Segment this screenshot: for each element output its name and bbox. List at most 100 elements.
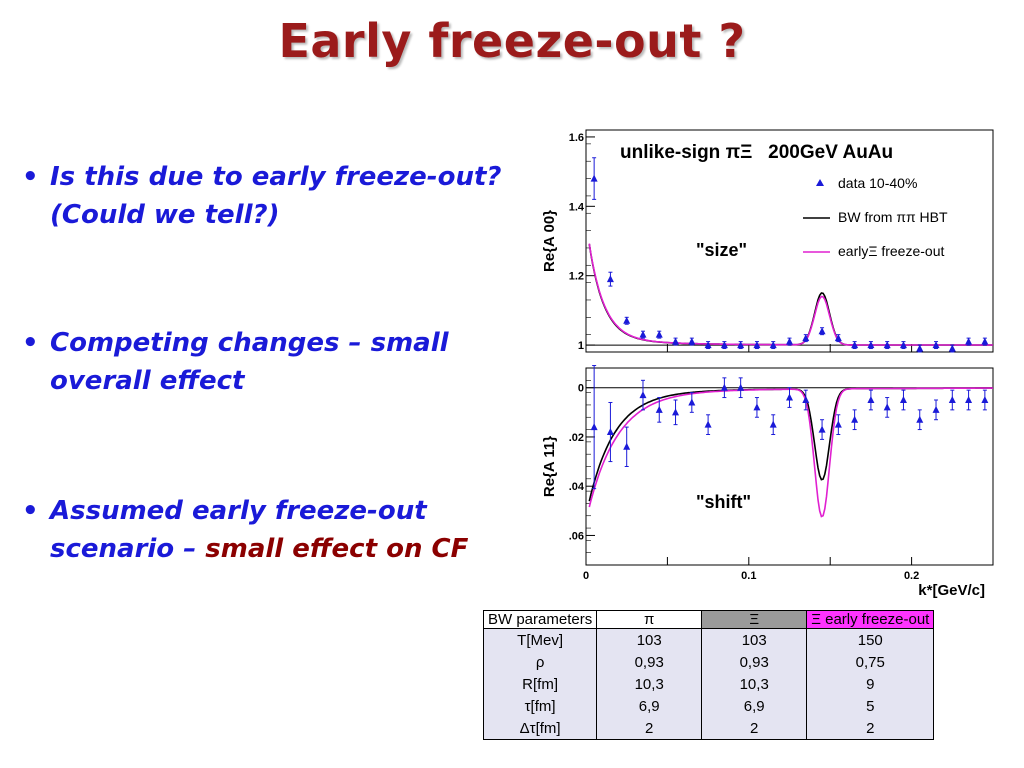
legend-title: unlike-sign πΞ 200GeV AuAu	[620, 142, 893, 163]
table-cell: τ[fm]	[482, 695, 598, 717]
data-point	[606, 428, 614, 436]
bullet-text: Assumed early freeze-out scenario – smal…	[50, 492, 520, 568]
table-cell: 2	[701, 717, 808, 740]
data-point	[655, 330, 663, 338]
data-point	[737, 383, 745, 391]
data-point	[802, 334, 810, 342]
y-tick-label: 1	[578, 340, 584, 352]
data-point	[932, 341, 940, 349]
data-point	[916, 344, 924, 352]
data-point	[948, 396, 956, 404]
data-point	[818, 425, 826, 433]
table-header-cell: BW parameters	[482, 610, 598, 629]
data-point	[720, 341, 728, 349]
data-point	[590, 174, 598, 182]
table-header-cell: Ξ	[701, 610, 808, 629]
x-tick-label: 0	[583, 570, 589, 582]
panel-frame	[585, 129, 994, 353]
table-header-cell: π	[596, 610, 703, 629]
table-cell: ρ	[482, 651, 598, 673]
table-cell: T[Mev]	[482, 628, 598, 651]
table-cell: 10,3	[701, 673, 808, 695]
table-cell: 6,9	[701, 695, 808, 717]
table-cell: 9	[806, 673, 935, 695]
x-axis-label: k*[GeV/c]	[918, 582, 985, 599]
y-tick-label: .04	[569, 481, 585, 493]
data-point	[965, 337, 973, 345]
panel-label: "size"	[696, 240, 747, 260]
table-row: ρ 0,93 0,93 0,75	[482, 651, 935, 673]
data-point	[818, 327, 826, 335]
table-cell: 6,9	[596, 695, 703, 717]
data-point	[786, 337, 793, 345]
data-point	[753, 403, 761, 411]
data-point	[737, 341, 745, 349]
y-tick-label: 1.6	[569, 132, 584, 144]
data-point	[720, 383, 728, 391]
table-cell: 0,93	[701, 651, 808, 673]
data-point	[639, 330, 647, 338]
table-cell: 2	[806, 717, 935, 740]
bullet-text-main: Assumed early freeze-out scenario –	[50, 496, 427, 564]
data-point	[981, 396, 989, 404]
y-axis-label: Re{A 11}	[541, 436, 558, 497]
table-cell: 0,75	[806, 651, 935, 673]
table-row: T[Mev] 103 103 150	[482, 628, 935, 651]
table-cell: 103	[701, 628, 808, 651]
y-tick-label: 1.4	[569, 201, 585, 213]
data-point	[965, 396, 973, 404]
bullet-marker: •	[22, 496, 39, 526]
table-cell: Δτ[fm]	[482, 717, 598, 740]
data-point	[688, 337, 696, 345]
data-point	[899, 396, 907, 404]
data-point	[769, 420, 777, 428]
y-axis-label: Re{A 00}	[541, 210, 558, 272]
legend-label-data: data 10-40%	[838, 175, 917, 191]
table-cell: 150	[806, 628, 935, 651]
data-point	[672, 337, 680, 345]
y-tick-label: 0	[578, 383, 584, 395]
table-cell: 103	[596, 628, 703, 651]
data-point	[769, 341, 777, 349]
data-point	[753, 341, 761, 349]
data-point	[948, 344, 956, 352]
legend-marker-data	[816, 179, 824, 186]
data-point	[834, 334, 842, 342]
data-point	[639, 391, 647, 399]
data-point	[851, 415, 859, 423]
data-point	[932, 405, 940, 413]
correlation-plot: 1 1.2 1.4 1.6 Re{A 00} "size" 0 .02 .04 .06 Re{A 1…	[541, 129, 994, 599]
table-row: τ[fm] 6,9 6,9 5	[482, 695, 935, 717]
data-point	[851, 341, 859, 349]
legend-label-bw: BW from ππ HBT	[838, 209, 948, 225]
data-point	[704, 341, 712, 349]
bullet-marker: •	[22, 328, 39, 358]
bullet-text: Competing changes – small overall effect	[50, 328, 449, 396]
data-point	[981, 337, 989, 345]
table-cell: 2	[596, 717, 703, 740]
data-point	[916, 415, 924, 423]
data-point	[786, 393, 793, 401]
table-cell: 5	[806, 695, 935, 717]
table-row: Δτ[fm] 2 2 2	[482, 717, 935, 740]
data-point	[802, 396, 810, 404]
data-point	[688, 398, 696, 406]
table-row: R[fm] 10,3 10,3 9	[482, 673, 935, 695]
table-header-cell: Ξ early freeze-out	[806, 610, 935, 629]
table-cell: 0,93	[596, 651, 703, 673]
data-point	[834, 420, 842, 428]
y-tick-label: 1.2	[569, 271, 584, 283]
data-point	[606, 275, 614, 283]
x-tick-label: 0.2	[904, 570, 919, 582]
data-point	[623, 316, 631, 324]
early-freeze-out-curve	[588, 387, 993, 518]
table-header-row: BW parameters π Ξ Ξ early freeze-out	[482, 610, 935, 629]
data-point	[623, 442, 631, 450]
data-point	[590, 423, 598, 431]
data-point	[883, 403, 891, 411]
data-point	[867, 341, 875, 349]
data-point	[655, 405, 663, 413]
x-tick-label: 0.1	[741, 570, 756, 582]
y-tick-label: .02	[569, 432, 584, 444]
bw-parameters-table: BW parameters π Ξ Ξ early freeze-out T[M…	[482, 610, 935, 740]
